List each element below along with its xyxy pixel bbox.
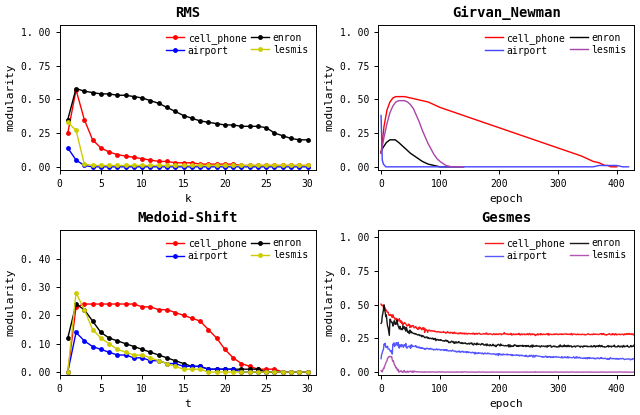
Legend: cell_phone, airport, enron, lesmis: cell_phone, airport, enron, lesmis	[482, 235, 630, 264]
Y-axis label: modularity: modularity	[324, 269, 334, 337]
Legend: cell_phone, airport, enron, lesmis: cell_phone, airport, enron, lesmis	[163, 235, 311, 264]
X-axis label: t: t	[184, 400, 191, 410]
X-axis label: epoch: epoch	[490, 400, 523, 410]
Legend: cell_phone, airport, enron, lesmis: cell_phone, airport, enron, lesmis	[482, 30, 630, 59]
Y-axis label: modularity: modularity	[6, 269, 15, 337]
X-axis label: epoch: epoch	[490, 194, 523, 204]
Title: RMS: RMS	[175, 6, 200, 20]
Title: Medoid-Shift: Medoid-Shift	[138, 211, 238, 225]
Y-axis label: modularity: modularity	[324, 63, 334, 131]
Title: Girvan_Newman: Girvan_Newman	[452, 5, 561, 20]
Y-axis label: modularity: modularity	[6, 63, 15, 131]
Title: Gesmes: Gesmes	[481, 211, 531, 225]
X-axis label: k: k	[184, 194, 191, 204]
Legend: cell_phone, airport, enron, lesmis: cell_phone, airport, enron, lesmis	[163, 30, 311, 59]
